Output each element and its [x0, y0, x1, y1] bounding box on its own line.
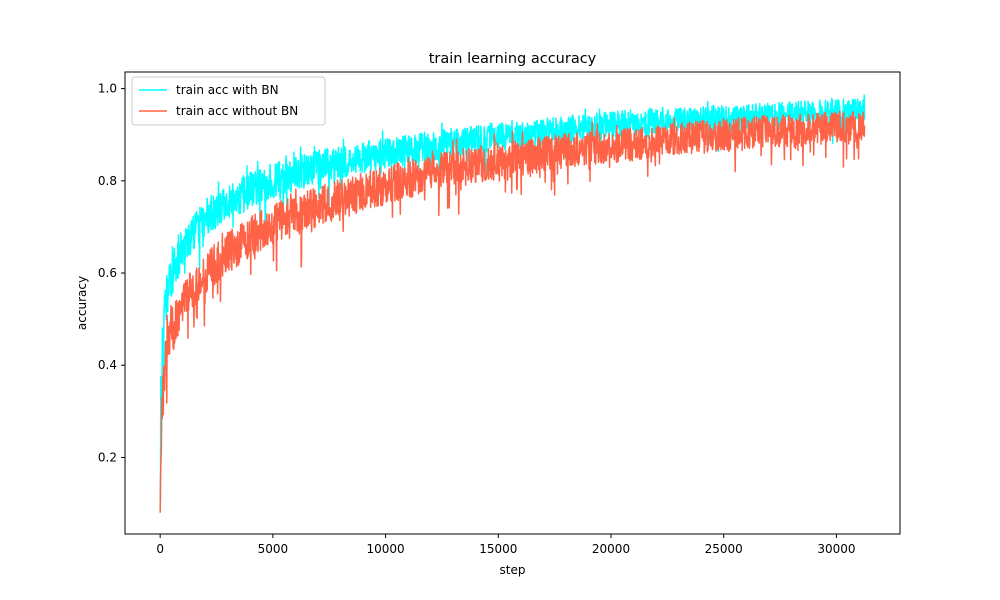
y-tick-label: 0.2: [98, 450, 117, 464]
y-tick-label: 0.4: [98, 358, 117, 372]
legend-label-with-bn: train acc with BN: [176, 83, 279, 97]
x-tick-label: 20000: [592, 542, 630, 556]
x-axis: 0 5000 10000 15000 20000 25000 30000: [156, 534, 856, 556]
legend-box: [131, 76, 326, 126]
x-tick-label: 0: [156, 542, 164, 556]
chart-title: train learning accuracy: [429, 51, 597, 67]
x-tick-label: 25000: [705, 542, 743, 556]
legend: train acc with BN train acc without BN: [131, 76, 326, 126]
y-axis-label: accuracy: [75, 276, 89, 330]
plot-frame: [124, 71, 901, 535]
x-tick-label: 15000: [479, 542, 517, 556]
x-tick-label: 10000: [366, 542, 404, 556]
x-axis-label: step: [500, 563, 526, 577]
x-tick-label: 30000: [817, 542, 855, 556]
y-tick-label: 1.0: [98, 82, 117, 96]
series-line-without-bn: [159, 110, 866, 513]
legend-label-without-bn: train acc without BN: [176, 104, 298, 118]
y-axis: 0.2 0.4 0.6 0.8 1.0: [98, 82, 125, 464]
y-tick-label: 0.8: [98, 174, 117, 188]
series-layer: [159, 94, 866, 513]
y-tick-label: 0.6: [98, 266, 117, 280]
x-tick-label: 5000: [258, 542, 289, 556]
